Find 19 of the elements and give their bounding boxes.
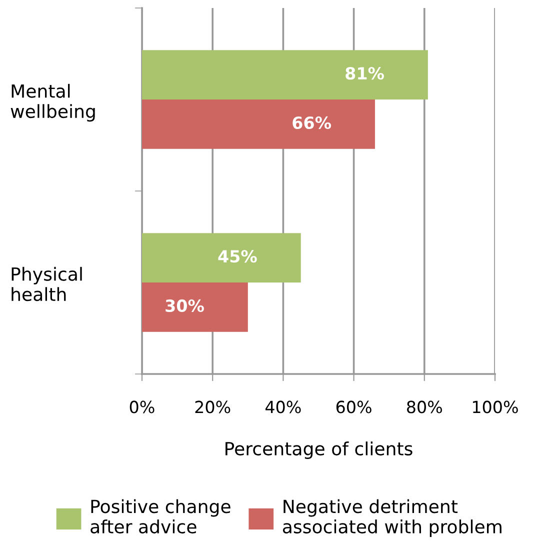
- x-axis-title: Percentage of clients: [226, 442, 412, 459]
- data-label: 66%: [292, 116, 332, 130]
- bar: [142, 100, 375, 149]
- data-label: 30%: [166, 299, 204, 312]
- bar: [142, 233, 301, 282]
- x-tick-label: 60%: [336, 400, 372, 414]
- x-tick-label: 100%: [473, 400, 518, 414]
- x-tick-label: 40%: [265, 400, 301, 414]
- data-label: 81%: [346, 67, 384, 80]
- legend-label: Negative detriment associated with problem: [282, 499, 502, 537]
- x-tick-label: 80%: [407, 400, 442, 414]
- data-label: 45%: [218, 250, 257, 263]
- x-tick-label: 0%: [130, 400, 154, 414]
- x-tick-label: 20%: [195, 400, 230, 414]
- y-tick-label: Mental wellbeing: [10, 84, 95, 122]
- bar: [142, 282, 248, 332]
- bar: [142, 50, 428, 100]
- y-tick-label: Physical health: [12, 266, 82, 302]
- legend-label: Positive change after advice: [90, 499, 230, 534]
